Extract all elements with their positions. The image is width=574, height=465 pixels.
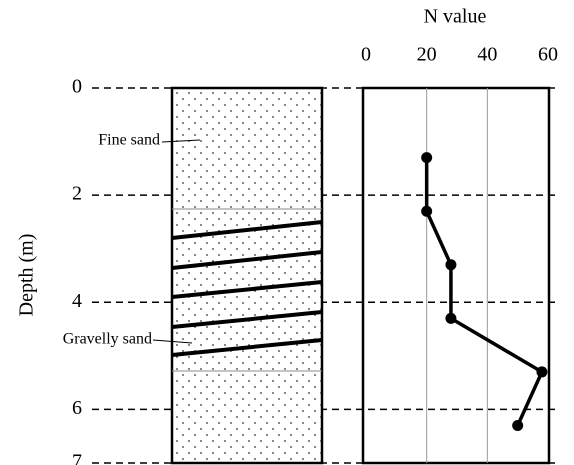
soil-column-box — [170, 86, 324, 465]
gravel-band — [171, 310, 323, 329]
n-value-line — [424, 157, 545, 427]
x-tick-label: 20 — [417, 44, 437, 66]
n-value-point — [421, 152, 433, 164]
x-tick-label: 40 — [477, 44, 497, 66]
n-value-point — [445, 259, 457, 271]
x-tick-label: 60 — [538, 44, 558, 66]
x-tick-label: 0 — [361, 44, 371, 66]
n-value-point — [512, 420, 524, 431]
y-tick-label: 0 — [72, 76, 82, 98]
leader-line — [161, 139, 201, 143]
gravel-bands — [171, 220, 323, 357]
plot-frame — [361, 86, 551, 465]
gravel-band — [171, 220, 323, 240]
soil-label: Gravelly sand — [63, 331, 152, 348]
y-tick-label: 4 — [72, 290, 82, 312]
leader-line — [152, 339, 193, 344]
n-value-point — [421, 205, 433, 217]
y-tick-label: 7 — [72, 451, 82, 465]
gravel-band — [171, 280, 323, 299]
gravel-band — [171, 250, 323, 270]
plot: 0 2 4 6 7 0 20 40 60 — [72, 44, 558, 465]
y-tick-label: 6 — [72, 397, 82, 419]
gravel-band — [171, 338, 323, 357]
n-value-point — [536, 366, 548, 378]
soil-column: Fine sand Gravelly sand — [63, 86, 324, 465]
dashed-lines — [92, 87, 560, 464]
y-tick-label: 2 — [72, 183, 82, 205]
n-value-point — [445, 312, 457, 324]
soil-label: Fine sand — [98, 132, 160, 149]
x-axis-label: N value — [424, 6, 487, 28]
y-axis-label: Depth (m) — [16, 234, 38, 317]
